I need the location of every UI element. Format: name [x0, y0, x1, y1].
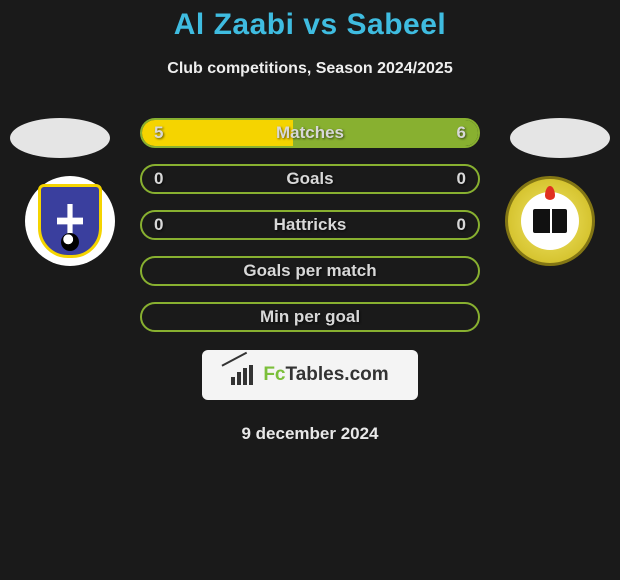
stat-label: Hattricks: [142, 212, 478, 238]
stat-row: Min per goal: [140, 302, 480, 332]
bar-chart-icon: [231, 365, 257, 385]
stat-row: Goals per match: [140, 256, 480, 286]
club-right-badge: [505, 176, 595, 266]
flame-icon: [545, 186, 555, 200]
stat-row: 00Goals: [140, 164, 480, 194]
brand-prefix: Fc: [263, 364, 285, 385]
stat-row: 00Hattricks: [140, 210, 480, 240]
emblem-icon: [521, 192, 579, 250]
stat-label: Goals per match: [142, 258, 478, 284]
brand-suffix: Tables.com: [286, 364, 389, 385]
stat-label: Goals: [142, 166, 478, 192]
shield-icon: [38, 184, 102, 258]
club-left-badge: [25, 176, 115, 266]
ball-icon: [61, 233, 79, 251]
brand-text: FcTables.com: [263, 364, 388, 386]
date-text: 9 december 2024: [0, 424, 620, 444]
player-right-avatar: [510, 118, 610, 158]
subtitle: Club competitions, Season 2024/2025: [0, 60, 620, 78]
stat-label: Matches: [142, 120, 478, 146]
book-icon: [533, 209, 567, 233]
stats-bars: 56Matches 00Goals 00Hattricks Goals per mat…: [140, 118, 480, 332]
player-left-avatar: [10, 118, 110, 158]
stat-label: Min per goal: [142, 304, 478, 330]
stat-row: 56Matches: [140, 118, 480, 148]
page-title: Al Zaabi vs Sabeel: [0, 8, 620, 42]
brand-box: FcTables.com: [202, 350, 418, 400]
